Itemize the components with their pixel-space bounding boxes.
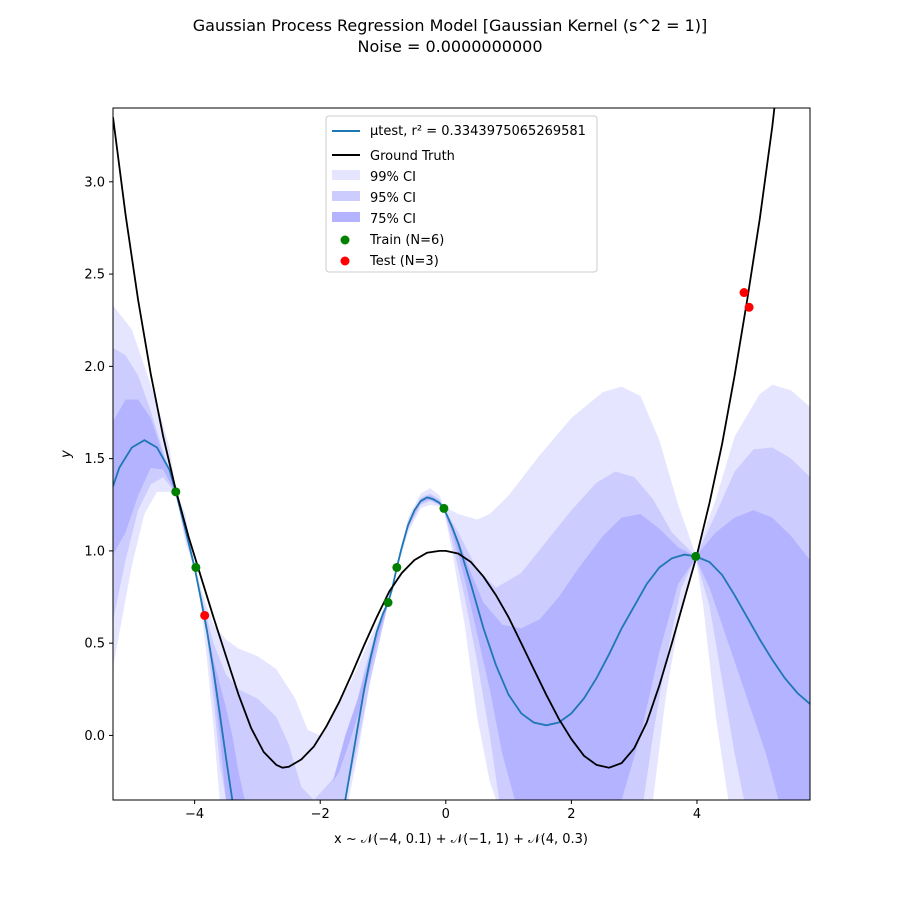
legend-test-marker	[340, 256, 350, 266]
train-point	[171, 487, 181, 497]
legend-ci99-swatch	[332, 170, 360, 180]
test-point	[200, 610, 210, 620]
legend-ground-truth-label: Ground Truth	[370, 149, 455, 164]
confidence-bands	[113, 305, 810, 800]
y-axis-label: y	[59, 450, 74, 459]
train-point	[392, 562, 402, 572]
train-point	[691, 551, 701, 561]
series-lines	[113, 108, 810, 800]
train-point	[191, 562, 201, 572]
x-tick-label: −2	[311, 807, 330, 822]
y-tick-label: 0.5	[84, 637, 105, 652]
plot-frame	[112, 107, 811, 801]
series-line-mean	[113, 439, 810, 800]
y-tick-label: 2.5	[84, 268, 105, 283]
legend-test-label: Test (N=3)	[369, 254, 439, 269]
x-tick-label: 2	[567, 807, 575, 822]
x-tick-label: 0	[442, 807, 450, 822]
x-axis-label: x ~ 𝒩(−4, 0.1) + 𝒩(−1, 1) + 𝒩(4, 0.3)	[334, 832, 588, 847]
chart-subtitle: Noise = 0.0000000000	[357, 37, 543, 56]
legend-train-label: Train (N=6)	[369, 233, 444, 248]
test-point	[744, 302, 754, 312]
y-tick-label: 2.0	[84, 360, 105, 375]
legend-ci95-swatch	[332, 191, 360, 201]
legend-mean-label: μtest, r² = 0.3343975065269581	[370, 124, 586, 139]
legend-ci75-swatch	[332, 212, 360, 222]
y-tick-label: 1.0	[84, 544, 105, 559]
legend: μtest, r² = 0.3343975065269581 Ground Tr…	[325, 115, 598, 273]
band-75-ci	[113, 399, 810, 800]
y-tick-label: 3.0	[84, 175, 105, 190]
legend-ci75-label: 75% CI	[370, 212, 416, 227]
y-tick-label: 1.5	[84, 452, 105, 467]
series-line-ground-truth	[113, 108, 776, 769]
legend-train-marker	[340, 235, 350, 245]
x-axis-ticks: −4 −2 0 2 4	[185, 800, 701, 822]
train-point	[383, 598, 393, 608]
x-tick-label: 4	[693, 807, 701, 822]
legend-box	[325, 115, 598, 273]
band-99-ci	[113, 305, 810, 800]
legend-ci99-label: 99% CI	[370, 170, 416, 185]
chart-title: Gaussian Process Regression Model [Gauss…	[192, 16, 708, 35]
test-point	[739, 288, 749, 298]
y-axis-ticks: 0.0 0.5 1.0 1.5 2.0 2.5 3.0	[84, 175, 113, 744]
train-point	[439, 503, 449, 513]
x-tick-label: −4	[185, 807, 204, 822]
legend-ci95-label: 95% CI	[370, 191, 416, 206]
y-tick-label: 0.0	[84, 729, 105, 744]
scatter-points	[171, 288, 754, 620]
